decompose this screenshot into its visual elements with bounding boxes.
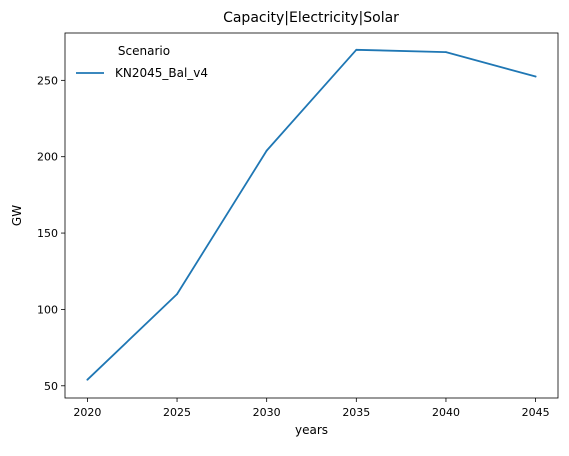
data-point bbox=[86, 378, 89, 381]
y-tick-label: 100 bbox=[37, 303, 58, 316]
legend-entry-label: KN2045_Bal_v4 bbox=[115, 66, 208, 80]
y-tick-label: 50 bbox=[44, 380, 58, 393]
series-line-0 bbox=[86, 48, 537, 381]
legend-title: Scenario bbox=[118, 44, 170, 58]
y-tick-label: 250 bbox=[37, 74, 58, 87]
y-tick-label: 200 bbox=[37, 151, 58, 164]
y-axis-label: GW bbox=[10, 205, 24, 226]
y-tick-label: 150 bbox=[37, 227, 58, 240]
data-point bbox=[534, 75, 537, 78]
data-point bbox=[355, 48, 358, 51]
chart-title: Capacity|Electricity|Solar bbox=[223, 10, 399, 26]
data-point bbox=[265, 149, 268, 152]
y-axis: 50 100 150 200 250 bbox=[37, 74, 65, 393]
plot-area-frame bbox=[64, 32, 559, 399]
x-axis-label: years bbox=[295, 423, 328, 437]
x-axis: 2020 2025 2030 2035 2040 2045 bbox=[73, 398, 550, 419]
series-layer bbox=[86, 48, 537, 381]
x-tick-label: 2020 bbox=[73, 406, 101, 419]
x-tick-label: 2025 bbox=[163, 406, 191, 419]
x-tick-label: 2045 bbox=[522, 406, 550, 419]
x-tick-label: 2035 bbox=[342, 406, 370, 419]
legend: Scenario KN2045_Bal_v4 bbox=[76, 44, 208, 80]
x-tick-label: 2030 bbox=[253, 406, 281, 419]
data-point bbox=[176, 293, 178, 296]
data-point bbox=[445, 51, 447, 53]
x-tick-label: 2040 bbox=[432, 406, 460, 419]
